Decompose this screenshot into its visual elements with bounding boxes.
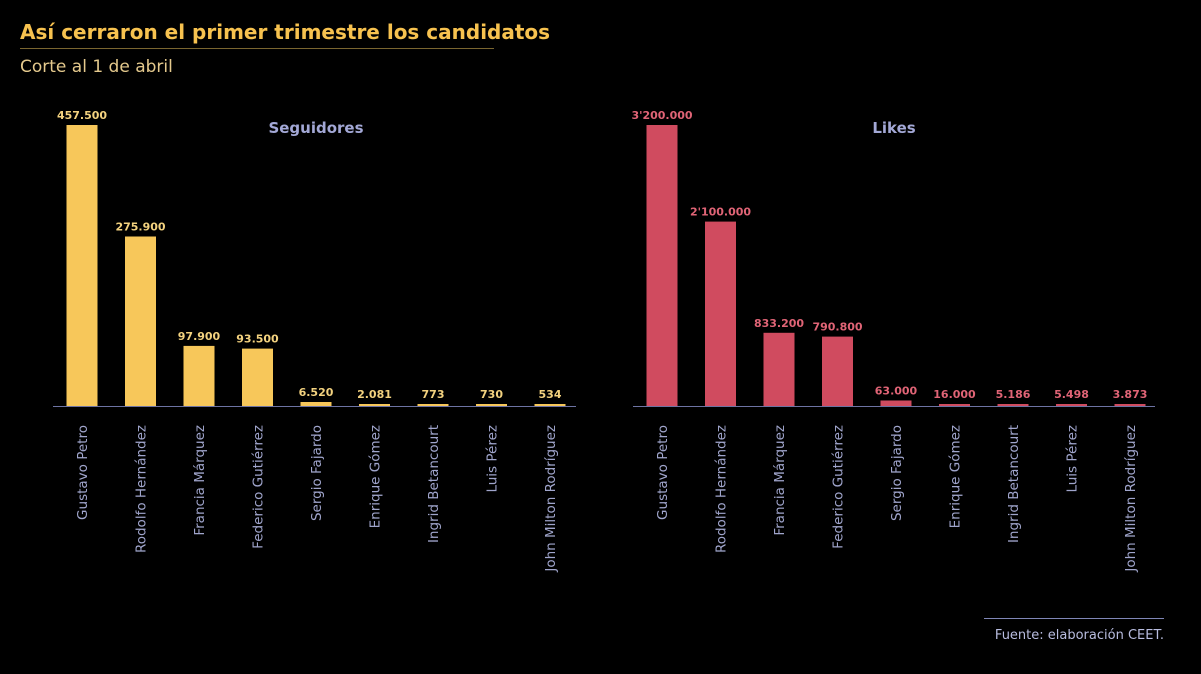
likes-value-label: 16.000 <box>933 388 976 401</box>
likes-value-label: 3'200.000 <box>631 109 692 122</box>
likes-value-label: 2'100.000 <box>690 206 751 219</box>
seguidores-value-label: 97.900 <box>178 330 221 343</box>
seguidores-category-label: Rodolfo Hernández <box>134 425 150 553</box>
seguidores-value-label: 730 <box>480 388 503 401</box>
seguidores-bar-ingrid-betancourt <box>417 404 449 406</box>
likes-bar-rodolfo-hernandez <box>705 221 736 406</box>
chart-header: Así cerraron el primer trimestre los can… <box>20 18 550 79</box>
likes-chart: Likes 3'200.000 Gustavo Petro 2'100.000 Rodo… <box>631 109 1155 573</box>
likes-value-label: 3.873 <box>1113 388 1148 401</box>
likes-bar-ingrid-betancourt <box>997 404 1029 406</box>
likes-value-label: 790.800 <box>812 321 862 334</box>
seguidores-value-label: 275.900 <box>115 221 165 234</box>
seguidores-bar-john-milton-rodriguez <box>534 404 566 406</box>
likes-bar-sergio-fajardo <box>880 400 912 406</box>
likes-bar-luis-perez <box>1056 404 1087 406</box>
likes-category-label: Luis Pérez <box>1065 425 1081 493</box>
likes-category-label: Sergio Fajardo <box>889 425 905 521</box>
seguidores-value-label: 6.520 <box>299 386 334 399</box>
seguidores-value-label: 534 <box>539 388 562 401</box>
seguidores-category-label: Francia Márquez <box>192 425 208 536</box>
likes-category-label: John Milton Rodríguez <box>1123 425 1139 573</box>
seguidores-bar-rodolfo-hernandez <box>125 236 156 406</box>
seguidores-bar-francia-marquez <box>183 345 215 406</box>
seguidores-bar-federico-gutierrez <box>242 348 273 406</box>
seguidores-category-label: Gustavo Petro <box>75 425 91 520</box>
seguidores-chart: Seguidores 457.500 Gustavo Petro 275.900 Rod… <box>53 109 576 573</box>
likes-bar-gustavo-petro <box>646 125 678 406</box>
likes-category-label: Ingrid Betancourt <box>1006 425 1022 543</box>
seguidores-value-label: 457.500 <box>57 109 107 122</box>
seguidores-value-label: 2.081 <box>357 388 392 401</box>
seguidores-bar-luis-perez <box>476 404 507 406</box>
title-underline <box>20 48 494 49</box>
seguidores-bar-enrique-gomez <box>359 404 390 406</box>
seguidores-category-label: Federico Gutiérrez <box>251 425 267 549</box>
likes-bar-francia-marquez <box>763 332 795 406</box>
seguidores-bar-gustavo-petro <box>66 125 98 406</box>
seguidores-category-label: Sergio Fajardo <box>309 425 325 521</box>
likes-bar-federico-gutierrez <box>822 336 853 406</box>
likes-value-label: 63.000 <box>875 385 918 398</box>
likes-chart-title: Likes <box>872 119 915 137</box>
seguidores-value-label: 773 <box>422 388 445 401</box>
seguidores-category-label: Ingrid Betancourt <box>426 425 442 543</box>
likes-bar-john-milton-rodriguez <box>1114 404 1146 406</box>
chart-footer: Fuente: elaboración CEET. <box>984 618 1164 645</box>
page-title: Así cerraron el primer trimestre los can… <box>20 20 551 44</box>
likes-value-label: 833.200 <box>754 317 804 330</box>
seguidores-chart-title: Seguidores <box>268 119 363 137</box>
seguidores-category-label: Enrique Gómez <box>368 425 384 528</box>
seguidores-category-label: John Milton Rodríguez <box>543 425 559 573</box>
seguidores-bar-sergio-fajardo <box>300 402 332 406</box>
footer-rule <box>984 618 1164 619</box>
seguidores-category-label: Luis Pérez <box>485 425 501 493</box>
likes-category-label: Gustavo Petro <box>655 425 671 520</box>
seguidores-value-label: 93.500 <box>236 333 279 346</box>
likes-category-label: Enrique Gómez <box>948 425 964 528</box>
source-note: Fuente: elaboración CEET. <box>994 628 1164 643</box>
page-subtitle: Corte al 1 de abril <box>20 57 173 77</box>
likes-category-label: Federico Gutiérrez <box>831 425 847 549</box>
likes-value-label: 5.498 <box>1054 388 1089 401</box>
likes-category-label: Rodolfo Hernández <box>714 425 730 553</box>
likes-category-label: Francia Márquez <box>772 425 788 536</box>
likes-value-label: 5.186 <box>996 388 1031 401</box>
likes-bar-enrique-gomez <box>939 404 970 406</box>
